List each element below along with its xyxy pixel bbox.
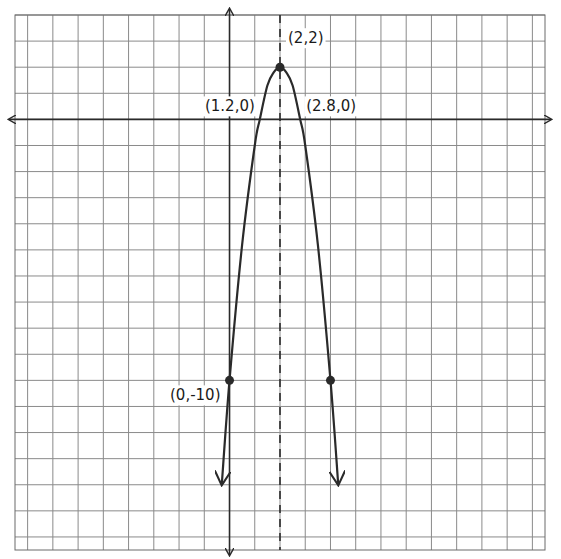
grid-line-y <box>15 249 545 250</box>
grid-line-x <box>204 15 205 550</box>
grid-line-x <box>305 15 306 550</box>
annotation-label: (0,-10) <box>170 386 221 404</box>
annotation: (2,2) <box>286 28 326 48</box>
grid-line-y <box>15 223 545 224</box>
grid-line-x <box>153 15 154 550</box>
grid-line-x <box>254 15 255 550</box>
parabola <box>222 67 338 482</box>
grid-line-x <box>128 15 129 550</box>
marked-point <box>276 63 285 72</box>
label-patch <box>286 28 326 48</box>
annotations: (2,2) (1.2,0) (2.8,0) (0,-10) <box>168 28 358 405</box>
grid-line-x <box>78 15 79 550</box>
annotation: (0,-10) <box>168 385 223 405</box>
grid-line-x <box>507 15 508 550</box>
grid-line-y <box>15 41 545 42</box>
grid-line-x <box>532 15 533 550</box>
grid-line-x <box>52 15 53 550</box>
marked-point <box>225 376 234 385</box>
plot-area <box>222 15 338 550</box>
grid-line-x <box>481 15 482 550</box>
grid-line-x <box>27 15 28 550</box>
grid-line-y <box>15 275 545 276</box>
chart: (2,2) (1.2,0) (2.8,0) (0,-10) <box>0 0 561 559</box>
annotation: (2.8,0) <box>304 96 358 116</box>
label-patch <box>168 385 223 405</box>
grid-line-x <box>330 15 331 550</box>
annotation: (1.2,0) <box>203 96 257 116</box>
annotation-label: (1.2,0) <box>205 97 255 115</box>
marked-point <box>326 376 335 385</box>
grid-line-x <box>179 15 180 550</box>
grid-line-y <box>15 432 545 433</box>
grid-line-x <box>431 15 432 550</box>
grid-line-y <box>15 406 545 407</box>
grid-line-x <box>406 15 407 550</box>
axis-of-symmetry <box>279 15 281 550</box>
y-axis <box>229 9 231 555</box>
annotation-label: (2,2) <box>288 29 324 47</box>
annotation-label: (2.8,0) <box>306 97 356 115</box>
grid <box>15 15 545 550</box>
plot-frame <box>15 15 545 550</box>
grid-line-x <box>355 15 356 550</box>
grid-line-x <box>380 15 381 550</box>
label-patch <box>203 96 257 116</box>
grid-line-x <box>456 15 457 550</box>
grid-line-y <box>15 458 545 459</box>
grid-line-x <box>280 15 281 550</box>
label-patch <box>304 96 358 116</box>
grid-line-x <box>103 15 104 550</box>
